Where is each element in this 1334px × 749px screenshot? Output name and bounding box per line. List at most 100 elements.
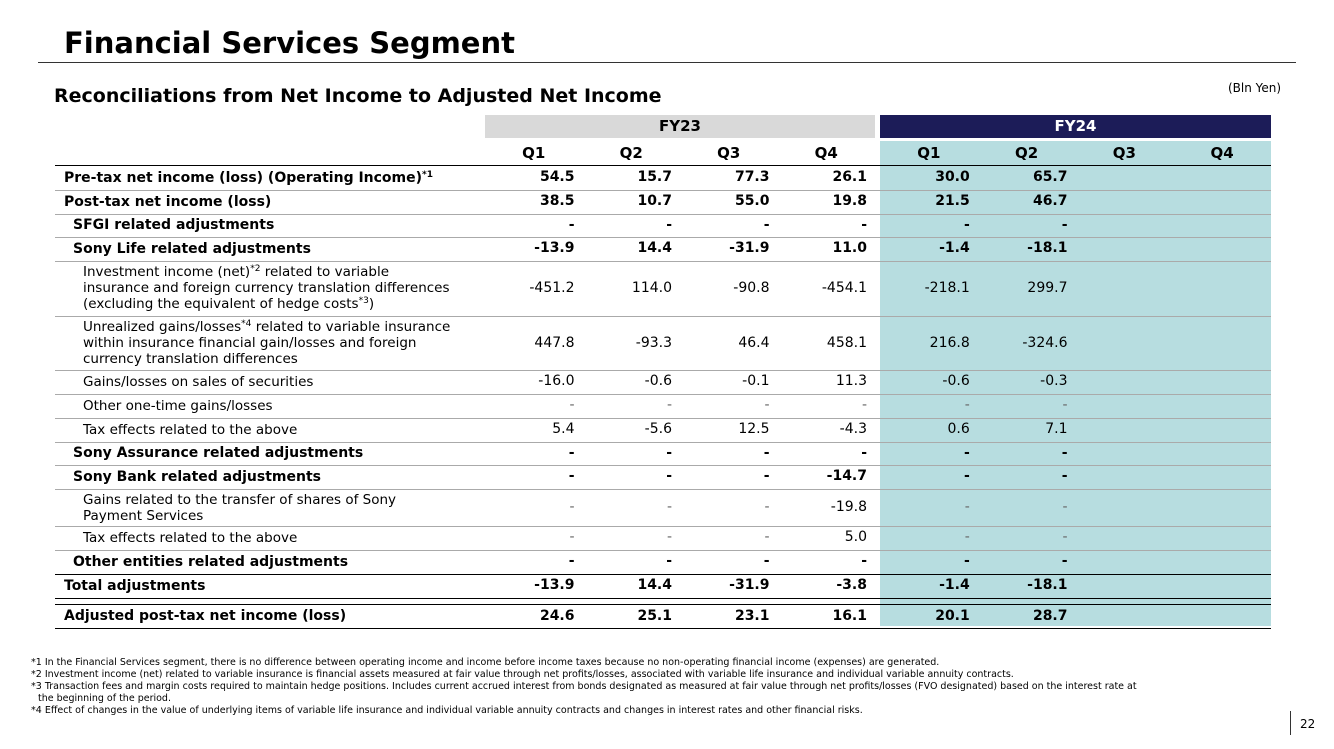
cell-value: -1.4: [939, 240, 970, 257]
row-label: Pre-tax net income (loss) (Operating Inc…: [64, 166, 433, 190]
row-rule: [55, 165, 1271, 166]
row-label: Other entities related adjustments: [73, 550, 348, 574]
cell-value: -0.6: [644, 373, 672, 390]
row-label: Sony Bank related adjustments: [73, 465, 321, 489]
label-text: Sony Bank related adjustments: [73, 469, 322, 486]
cell-value: -: [861, 216, 867, 233]
cell-value: -14.7: [826, 468, 867, 485]
label-line: (excluding the equivalent of hedge costs…: [83, 296, 450, 312]
label-line: insurance and foreign currency translati…: [83, 280, 450, 296]
label-line: Pre-tax net income (loss) (Operating Inc…: [64, 170, 433, 186]
footnote-ref: *1: [422, 169, 434, 180]
row-rule: [55, 370, 1271, 372]
label-text: Other one-time gains/losses: [83, 397, 273, 414]
row-rule: [55, 394, 1271, 395]
title-rule: [38, 62, 1296, 63]
row-label: Other one-time gains/losses: [83, 394, 273, 418]
label-line: Sony Life related adjustments: [73, 241, 311, 257]
cell-value: 5.4: [552, 420, 575, 437]
label-text: Other entities related adjustments: [73, 553, 349, 570]
label-text: Tax effects related to the above: [83, 530, 298, 547]
row-rule: [55, 550, 1271, 551]
label-text: Pre-tax net income (loss) (Operating Inc…: [64, 169, 423, 186]
cell-value: -0.1: [742, 373, 770, 390]
page-rule: [1290, 711, 1291, 735]
subtitle: Reconciliations from Net Income to Adjus…: [54, 85, 662, 107]
cell-value: -16.0: [538, 373, 575, 390]
cell-value: -90.8: [733, 280, 770, 297]
label-line: Sony Bank related adjustments: [73, 469, 321, 485]
group-header: FY23: [485, 115, 875, 138]
cell-value: 55.0: [734, 192, 770, 209]
row-rule: [55, 315, 1271, 317]
row-label: Adjusted post-tax net income (loss): [64, 605, 346, 629]
cell-value: 114.0: [631, 280, 672, 297]
label-text: ): [368, 296, 375, 313]
cell-value: -31.9: [729, 240, 770, 257]
cell-value: -: [964, 397, 970, 413]
cell-value: -: [1062, 499, 1068, 516]
cell-value: -324.6: [1022, 334, 1068, 351]
row-rule: [55, 628, 1271, 630]
footnote-ref: *2: [250, 264, 261, 275]
cell-value: 20.1: [935, 607, 970, 624]
quarter-header: Q3: [1112, 144, 1136, 162]
cell-value: -0.6: [942, 373, 970, 390]
label-text: currency translation differences: [83, 350, 298, 367]
cell-value: -: [666, 529, 672, 546]
label-text: Total adjustments: [64, 577, 206, 594]
label-line: currency translation differences: [83, 351, 450, 367]
label-line: Post-tax net income (loss): [64, 194, 271, 210]
footnote: *2 Investment income (net) related to va…: [31, 669, 1014, 680]
cell-value: 26.1: [832, 169, 867, 185]
cell-value: 10.7: [637, 192, 672, 209]
cell-value: -: [963, 553, 970, 569]
label-line: Other one-time gains/losses: [83, 398, 273, 414]
label-text: Payment Services: [83, 507, 204, 524]
label-text: Gains related to the transfer of shares …: [83, 491, 397, 508]
cell-value: -3.8: [836, 576, 867, 593]
cell-value: -: [568, 553, 575, 569]
footnote: the beginning of the period.: [38, 693, 171, 704]
cell-value: -218.1: [924, 280, 970, 297]
label-text: Gains/losses on sales of securities: [83, 374, 314, 391]
cell-value: 38.5: [539, 192, 575, 209]
label-text: Tax effects related to the above: [83, 421, 298, 438]
cell-value: -: [666, 397, 672, 413]
cell-value: 14.4: [637, 240, 672, 257]
footnote-ref: *4: [241, 318, 252, 329]
label-text: Post-tax net income (loss): [64, 193, 272, 210]
row-label: Gains/losses on sales of securities: [83, 370, 313, 394]
cell-value: -1.4: [939, 576, 970, 593]
cell-value: -0.3: [1040, 373, 1068, 390]
unit: (Bln Yen): [1228, 81, 1282, 95]
row-rule: [55, 213, 1271, 215]
cell-value: -13.9: [534, 576, 575, 593]
quarter-header: Q1: [522, 144, 546, 162]
row-rule: [55, 417, 1271, 419]
label-line: Tax effects related to the above: [83, 422, 297, 438]
row-rule: [55, 573, 1271, 575]
cell-value: 458.1: [826, 334, 867, 351]
cell-value: -: [1062, 529, 1068, 546]
cell-value: -454.1: [821, 280, 867, 297]
cell-value: -: [861, 397, 867, 413]
quarter-header: Q4: [1210, 144, 1234, 162]
quarter-header: Q2: [1015, 144, 1039, 162]
group-header: FY24: [880, 115, 1271, 138]
cell-value: 7.1: [1045, 420, 1068, 437]
cell-value: -13.9: [534, 240, 575, 257]
cell-value: -18.1: [1027, 240, 1068, 257]
label-text: (excluding the equivalent of hedge costs: [83, 296, 359, 313]
label-line: Payment Services: [83, 508, 396, 524]
cell-value: 299.7: [1027, 280, 1068, 297]
cell-value: -: [963, 444, 970, 461]
cell-value: 54.5: [539, 169, 575, 185]
row-label: Total adjustments: [64, 574, 205, 598]
label-line: Gains/losses on sales of securities: [83, 374, 313, 390]
cell-value: -: [569, 499, 575, 516]
cell-value: -: [764, 529, 770, 546]
label-line: Adjusted post-tax net income (loss): [64, 608, 346, 624]
label-text: Sony Assurance related adjustments: [73, 445, 364, 462]
